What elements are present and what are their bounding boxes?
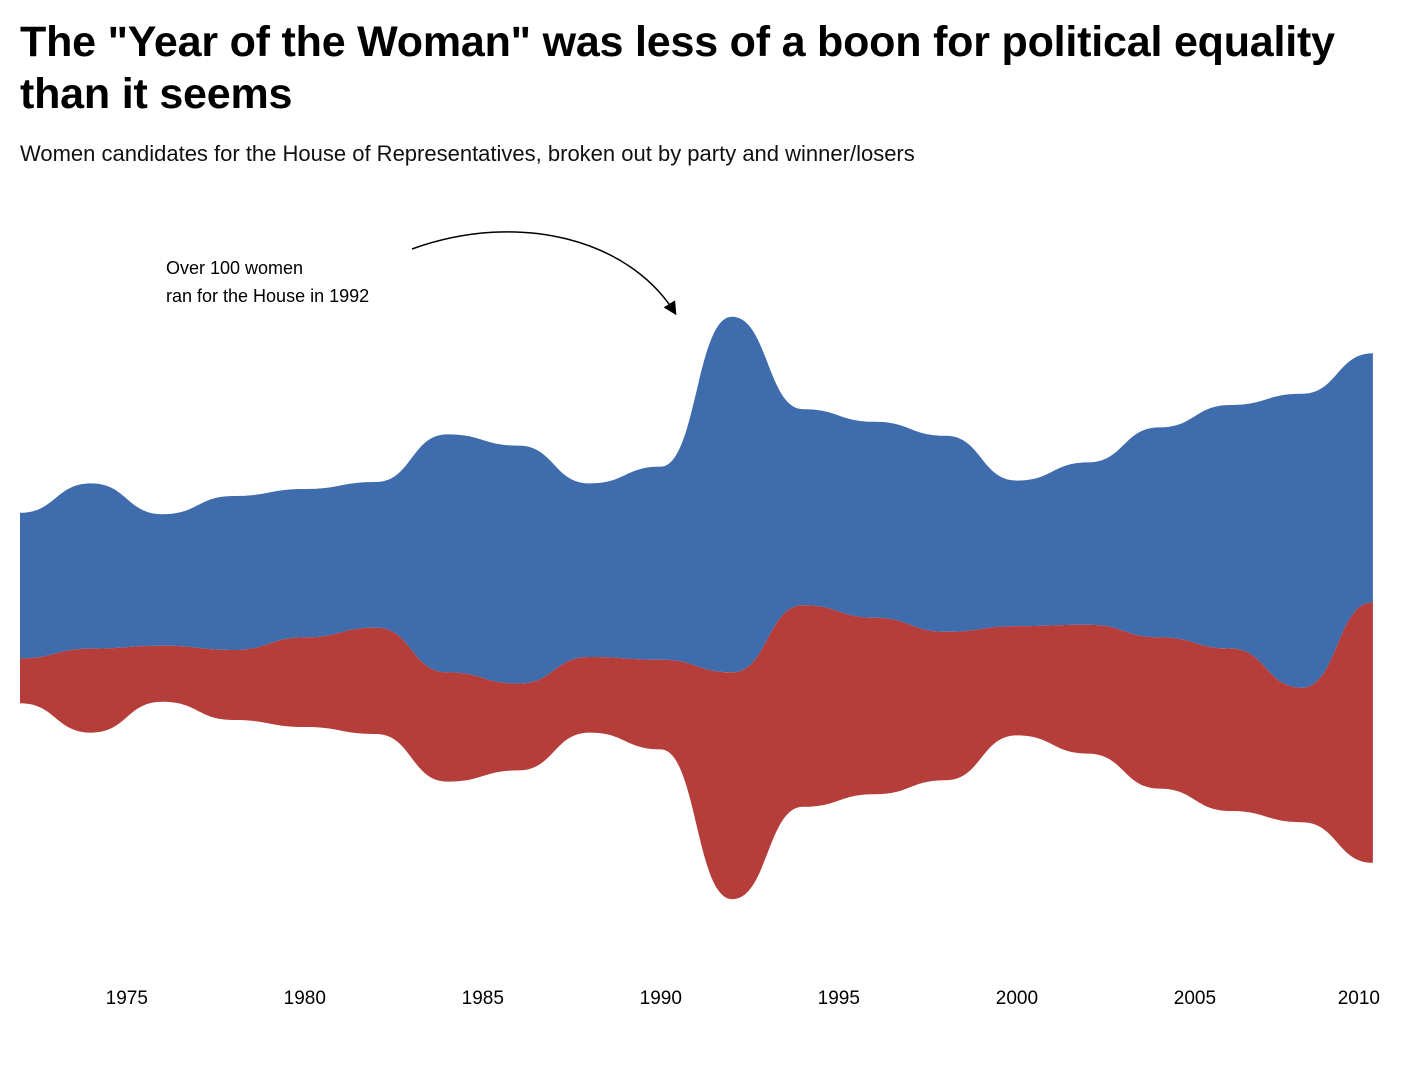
x-tick-label: 1975: [106, 988, 148, 1009]
x-tick-label: 1995: [818, 988, 860, 1009]
annotation-line-1: Over 100 women: [166, 258, 303, 278]
x-tick-label: 2010: [1338, 988, 1380, 1009]
stream-layers: [20, 316, 1373, 900]
republican-stream: [20, 602, 1373, 900]
x-tick-label: 1980: [284, 988, 326, 1009]
x-tick-label: 2000: [996, 988, 1038, 1009]
x-tick-label: 2005: [1174, 988, 1216, 1009]
chart-title: The "Year of the Woman" was less of a bo…: [20, 18, 1335, 118]
democrat-stream: [20, 316, 1373, 688]
x-tick-label: 1990: [640, 988, 682, 1009]
annotation-arrow: [411, 231, 677, 316]
x-tick-label: 1985: [462, 988, 504, 1009]
annotation-line-2: ran for the House in 1992: [166, 286, 369, 306]
x-axis: 1975 1980 1985 1990 1995 2000 2005 2010: [106, 988, 1380, 1009]
chart-subtitle: Women candidates for the House of Repres…: [20, 141, 915, 166]
annotation-1992: Over 100 women ran for the House in 1992: [166, 231, 677, 316]
